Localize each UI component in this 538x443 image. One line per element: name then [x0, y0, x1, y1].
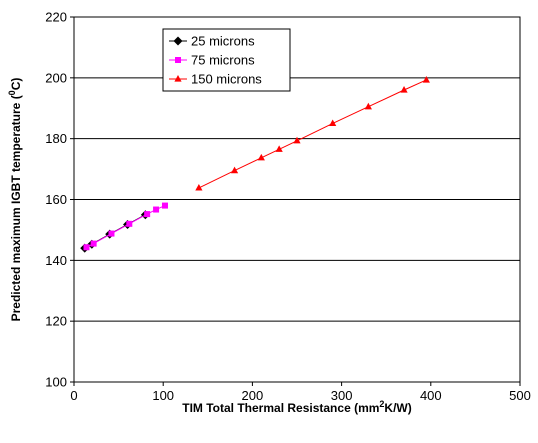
series [80, 75, 430, 253]
data-point [400, 86, 408, 93]
x-tick-label: 100 [152, 388, 174, 403]
x-axis-label-superscript: 2 [379, 399, 384, 409]
data-point [83, 244, 90, 251]
series-3 [195, 75, 430, 191]
data-point [144, 211, 151, 218]
x-axis-label: TIM Total Thermal Resistance (mm2K/W) [182, 399, 412, 415]
y-tick-label: 100 [45, 375, 67, 390]
x-tick-label: 0 [70, 388, 77, 403]
y-tick-label: 200 [45, 70, 67, 85]
data-point [161, 202, 168, 209]
legend-label: 25 microns [191, 34, 255, 49]
legend-label: 75 microns [191, 53, 255, 68]
grid-lines [74, 16, 520, 322]
legend-entry: 25 microns [169, 34, 255, 49]
legend-entry: 150 microns [169, 72, 262, 87]
data-point [126, 220, 133, 227]
legend-marker [175, 57, 181, 63]
legend-marker [173, 36, 183, 46]
data-point [275, 145, 283, 152]
data-point [230, 166, 239, 174]
y-axis-label-superscript: 0 [7, 90, 17, 95]
x-tick-label: 400 [420, 388, 442, 403]
data-point [257, 153, 265, 161]
legend-marker [174, 75, 182, 82]
x-tick-label: 500 [509, 388, 531, 403]
series-2 [83, 202, 168, 251]
y-tick-label: 140 [45, 253, 67, 268]
legend-label: 150 microns [191, 72, 262, 87]
y-tick-label: 220 [45, 10, 67, 25]
data-point [329, 119, 337, 127]
y-axis-label: Predicted maximum IGBT temperature (0C) [7, 78, 23, 322]
data-point [293, 136, 301, 144]
y-tick-label: 160 [45, 192, 67, 207]
data-point [108, 230, 115, 237]
legend-entry: 75 microns [169, 53, 255, 68]
data-point [153, 206, 160, 213]
x-tick-label: 200 [242, 388, 264, 403]
data-point [364, 102, 372, 110]
x-tick-label: 300 [331, 388, 353, 403]
y-tick-label: 120 [45, 314, 67, 329]
data-point [422, 75, 430, 83]
data-point [90, 240, 97, 247]
y-tick-label: 180 [45, 131, 67, 146]
data-point [195, 183, 203, 191]
legend: 25 microns 75 microns 150 microns [162, 28, 291, 92]
